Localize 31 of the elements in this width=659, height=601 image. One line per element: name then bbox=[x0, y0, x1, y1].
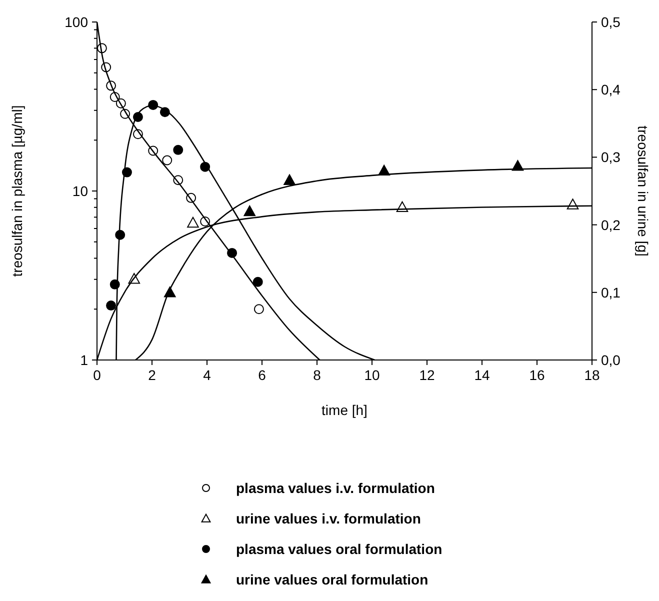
y2-tick-label: 0,2 bbox=[601, 216, 621, 233]
point bbox=[162, 155, 172, 166]
x-tick-label: 18 bbox=[584, 367, 600, 383]
x-tick-label: 8 bbox=[313, 367, 322, 383]
point bbox=[173, 144, 184, 155]
y2-tick-label: 0,3 bbox=[601, 149, 621, 166]
legend-label: plasma values i.v. formulation bbox=[236, 480, 435, 496]
y2-tick-label: 0,5 bbox=[601, 14, 621, 30]
x-axis-title: time [h] bbox=[322, 402, 368, 418]
x-tick-label: 4 bbox=[203, 367, 212, 383]
x-tick-label: 6 bbox=[258, 367, 266, 383]
point bbox=[106, 300, 116, 311]
legend-label: urine values i.v. formulation bbox=[236, 510, 421, 526]
x-tick-label: 10 bbox=[364, 367, 380, 383]
x-tick-label: 16 bbox=[529, 367, 545, 383]
point bbox=[254, 304, 264, 314]
y-tick-label: 100 bbox=[64, 14, 88, 30]
x-tick-label: 12 bbox=[419, 367, 435, 383]
y2-tick-label: 0,0 bbox=[601, 352, 621, 368]
x-tick-label: 14 bbox=[474, 367, 490, 383]
legend-label: urine values oral formulation bbox=[236, 572, 428, 588]
y-tick-label: 10 bbox=[72, 183, 88, 199]
x-tick-label: 2 bbox=[148, 367, 156, 383]
point bbox=[252, 276, 263, 287]
y2-tick-label: 0,4 bbox=[601, 82, 621, 98]
x-tick-label: 0 bbox=[93, 367, 102, 383]
y2-tick-label: 0,1 bbox=[601, 284, 621, 300]
legend-label: plasma values oral formulation bbox=[236, 541, 442, 557]
y2-axis-title: treosulfan in urine [g] bbox=[635, 126, 651, 256]
y-tick-label: 1 bbox=[80, 352, 88, 368]
y-axis-title: treosulfan in plasma [µg/ml] bbox=[9, 105, 25, 277]
